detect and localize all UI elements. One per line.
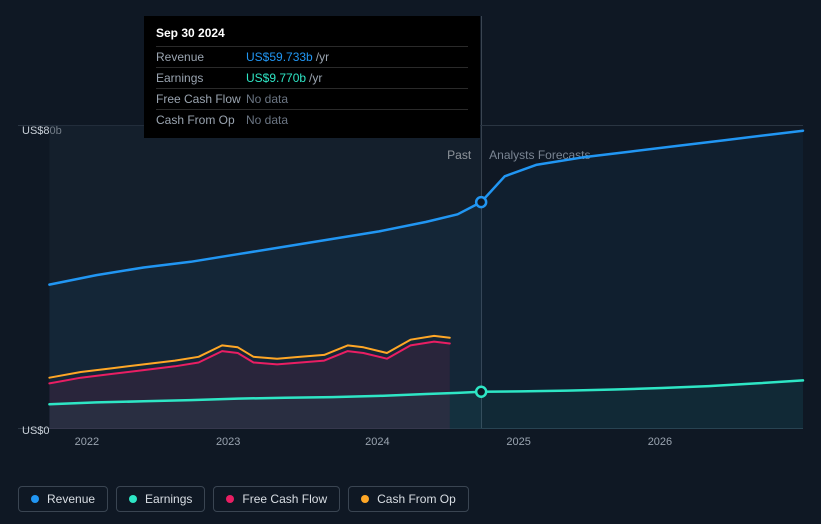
legend-label: Revenue [47,492,95,506]
tooltip-row: Cash From OpNo data [156,109,468,130]
legend-dot-icon [129,495,137,503]
legend-label: Earnings [145,492,192,506]
tooltip-metric-value: No data [246,113,288,127]
x-axis-tick-label: 2025 [506,436,530,448]
tooltip-metric-unit: /yr [309,71,322,85]
x-axis-tick-label: 2026 [648,436,672,448]
chart-tooltip: Sep 30 2024 RevenueUS$59.733b/yrEarnings… [144,16,480,138]
legend-dot-icon [361,495,369,503]
tooltip-metric-label: Cash From Op [156,113,246,127]
legend-item-earnings[interactable]: Earnings [116,486,205,512]
legend-label: Free Cash Flow [242,492,327,506]
tooltip-metric-value: US$59.733b [246,50,313,64]
tooltip-date: Sep 30 2024 [156,26,468,40]
legend-item-revenue[interactable]: Revenue [18,486,108,512]
legend-dot-icon [226,495,234,503]
legend-dot-icon [31,495,39,503]
earnings-marker [476,387,486,397]
x-axis-tick-label: 2023 [216,436,240,448]
x-axis-tick-label: 2024 [365,436,389,448]
tooltip-metric-label: Revenue [156,50,246,64]
legend-label: Cash From Op [377,492,456,506]
legend-item-fcf[interactable]: Free Cash Flow [213,486,340,512]
tooltip-row: RevenueUS$59.733b/yr [156,46,468,67]
tooltip-row: EarningsUS$9.770b/yr [156,67,468,88]
tooltip-metric-label: Free Cash Flow [156,92,246,106]
legend-item-cfo[interactable]: Cash From Op [348,486,469,512]
tooltip-row: Free Cash FlowNo data [156,88,468,109]
tooltip-metric-unit: /yr [316,50,329,64]
chart-legend: Revenue Earnings Free Cash Flow Cash From O… [18,486,469,512]
tooltip-metric-value: US$9.770b [246,71,306,85]
chart-svg [18,125,803,429]
tooltip-metric-value: No data [246,92,288,106]
x-axis-tick-label: 2022 [75,436,99,448]
tooltip-metric-label: Earnings [156,71,246,85]
revenue-marker [476,197,486,207]
